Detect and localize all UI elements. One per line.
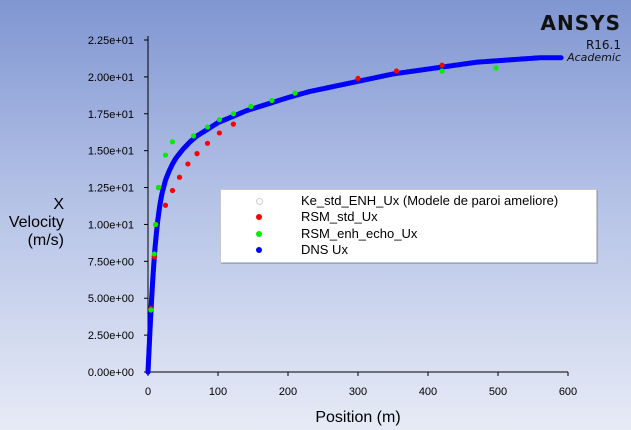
rsm-std-point (169, 187, 176, 194)
rsm-std-point (204, 140, 211, 146)
x-tick-label: 300 (349, 386, 367, 398)
y-tick-label: 2.25e+01 (88, 35, 134, 47)
ansys-logo: ANSYS R16.1 Academic (540, 12, 621, 64)
rsm-enh-point (153, 221, 159, 228)
x-axis-label: Position (m) (315, 409, 401, 426)
y-tick-label: 2.00e+01 (88, 72, 134, 84)
legend-item: RSM_std_Ux (221, 209, 596, 224)
y-axis-label-line: (m/s) (27, 232, 64, 249)
rsm-enh-point (230, 111, 236, 117)
x-tick-label: 0 (145, 386, 151, 398)
brand-version: R16.1 (585, 38, 621, 52)
rsm-enh-point (151, 251, 157, 257)
rsm-std-point (355, 75, 361, 81)
y-tick-label: 7.50e+00 (88, 256, 134, 268)
rsm-std-point (176, 174, 183, 180)
y-axis-label-line: Velocity (8, 214, 64, 231)
x-tick-label: 400 (419, 386, 437, 398)
legend-marker-dns (256, 247, 262, 253)
rsm-enh-point (155, 184, 162, 191)
rsm-std-point (230, 121, 236, 127)
rsm-enh-point (148, 307, 154, 313)
y-tick-label: 1.50e+01 (88, 146, 134, 158)
y-tick-label: 1.00e+01 (88, 219, 134, 231)
y-tick-label: 1.75e+01 (88, 109, 134, 121)
rsm-enh-point (248, 103, 254, 109)
rsm-enh-point (439, 68, 445, 74)
rsm-enh-point (169, 139, 176, 145)
rsm-std-point (439, 62, 445, 68)
rsm-enh-point (162, 152, 169, 158)
dns-point (558, 55, 564, 61)
y-tick-label: 0.00e+00 (88, 367, 134, 379)
y-axis-label: X Velocity (m/s) (0, 196, 64, 250)
rsm-std-point (216, 130, 222, 136)
legend-label: RSM_std_Ux (301, 209, 378, 224)
x-tick-label: 100 (209, 386, 227, 398)
legend-label: Ke_std_ENH_Ux (Modele de paroi ameliore) (301, 193, 559, 208)
rsm-enh-point (493, 65, 499, 71)
x-tick-label: 500 (489, 386, 507, 398)
rsm-std-point (162, 202, 169, 208)
legend-item: DNS Ux (221, 242, 596, 257)
brand-edition: Academic (567, 51, 621, 64)
y-tick-label: 2.50e+00 (88, 330, 134, 342)
rsm-enh-point (292, 90, 298, 96)
rsm-enh-point (269, 97, 275, 104)
brand-name: ANSYS (540, 11, 621, 35)
legend-marker-rsm-enh (256, 231, 262, 237)
rsm-std-point (393, 68, 400, 74)
x-tick-label: 600 (559, 386, 577, 398)
legend-label: RSM_enh_echo_Ux (301, 226, 418, 241)
legend-item: Ke_std_ENH_Ux (Modele de paroi ameliore) (221, 193, 596, 208)
rsm-enh-point (204, 124, 211, 130)
legend: Ke_std_ENH_Ux (Modele de paroi ameliore)… (220, 189, 597, 263)
y-tick-label: 1.25e+01 (88, 183, 134, 195)
x-tick-label: 200 (279, 386, 297, 398)
legend-item: RSM_enh_echo_Ux (221, 226, 596, 241)
y-tick-label: 5.00e+00 (88, 293, 134, 305)
legend-marker-ke-std (256, 198, 263, 205)
rsm-std-point (185, 161, 191, 167)
rsm-enh-point (190, 133, 197, 139)
rsm-enh-point (216, 117, 222, 123)
y-axis-label-line: X (53, 196, 64, 213)
rsm-std-point (194, 151, 200, 157)
legend-label: DNS Ux (301, 242, 348, 257)
legend-marker-rsm-std (256, 214, 262, 220)
